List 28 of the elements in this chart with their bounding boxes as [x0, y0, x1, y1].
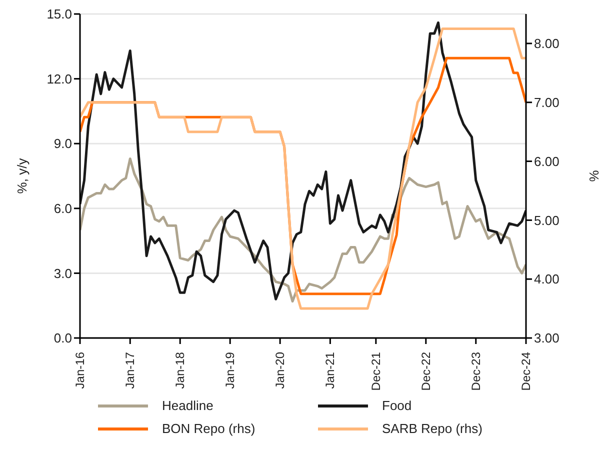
x-tick-label: Jan-16	[73, 352, 87, 389]
y-tick-label: 9.0	[54, 136, 72, 152]
legend-label: SARB Repo (rhs)	[382, 421, 482, 436]
x-tick-label: Jan-17	[123, 352, 138, 389]
x-tick-label: Jan-18	[173, 352, 188, 389]
y-tick-label: 15.0	[46, 6, 72, 22]
y2-tick-label: 7.00	[534, 94, 560, 110]
legend-label: BON Repo (rhs)	[162, 421, 256, 436]
y2-tick-label: 4.00	[534, 272, 560, 287]
legend-label: Food	[382, 398, 412, 413]
x-tick-label: Dec-22	[418, 352, 433, 391]
y2-axis-title: %	[586, 170, 602, 182]
x-tick-label: Dec-24	[519, 352, 533, 391]
x-tick-label: Dec-23	[468, 352, 483, 391]
legend-label: Headline	[162, 398, 214, 413]
y-tick-label: 12.0	[46, 71, 72, 86]
y2-tick-label: 6.00	[534, 154, 560, 169]
y2-tick-label: 5.00	[534, 212, 560, 228]
y-tick-label: 3.0	[54, 266, 72, 281]
y2-tick-label: 8.00	[534, 36, 560, 52]
y-axis-title: %, y/y	[14, 158, 30, 194]
y-tick-label: 0.0	[54, 330, 72, 346]
x-tick-label: Jan-20	[273, 352, 288, 389]
x-tick-label: Jan-21	[323, 352, 338, 389]
x-tick-label: Jan-19	[223, 352, 238, 389]
y2-tick-label: 3.00	[534, 330, 560, 346]
x-tick-label: Dec-21	[368, 352, 383, 391]
y-tick-label: 6.0	[54, 201, 72, 216]
